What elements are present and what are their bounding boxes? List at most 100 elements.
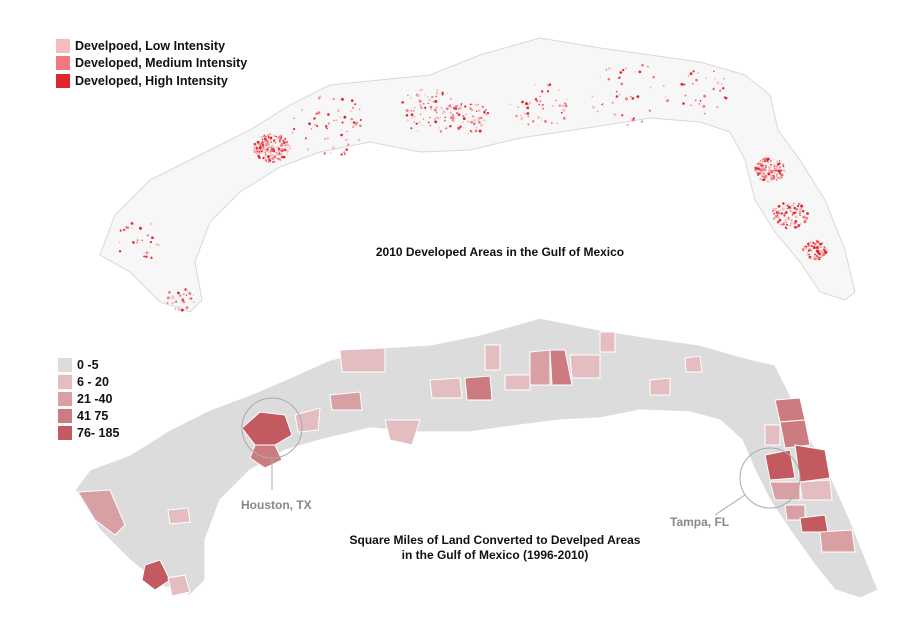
developed-area-dot — [271, 144, 274, 147]
developed-area-dot — [520, 117, 524, 120]
developed-area-dot — [301, 108, 304, 111]
developed-area-dot — [263, 144, 267, 147]
developed-area-dot — [452, 106, 455, 109]
developed-area-dot — [821, 256, 823, 258]
developed-area-dot — [762, 174, 765, 177]
developed-area-dot — [714, 78, 716, 80]
developed-area-dot — [174, 308, 177, 310]
county-fl-7 — [799, 514, 829, 533]
developed-area-dot — [773, 165, 776, 168]
developed-area-dot — [702, 104, 706, 108]
developed-area-dot — [315, 112, 318, 115]
developed-area-dot — [486, 112, 490, 115]
developed-area-dot — [258, 151, 261, 153]
developed-area-dot — [282, 139, 285, 142]
developed-area-dot — [540, 120, 542, 122]
developed-area-dot — [275, 138, 277, 140]
tampa-callout-line — [714, 494, 746, 516]
developed-area-dot — [459, 106, 462, 110]
developed-area-dot — [136, 239, 139, 242]
developed-area-dot — [800, 223, 802, 226]
developed-area-dot — [327, 122, 330, 125]
developed-area-dot — [435, 95, 437, 98]
developed-area-dot — [288, 147, 291, 150]
developed-area-dot — [413, 106, 416, 109]
developed-area-dot — [724, 96, 728, 100]
developed-area-dot — [467, 132, 470, 135]
developed-area-dot — [762, 176, 764, 178]
developed-area-dot — [788, 204, 790, 206]
developed-area-dot — [193, 301, 195, 303]
developed-area-dot — [813, 255, 817, 259]
developed-area-dot — [150, 256, 153, 259]
developed-area-dot — [803, 215, 806, 218]
county-fl-1 — [774, 397, 806, 423]
developed-area-dot — [528, 101, 532, 105]
developed-area-dot — [821, 242, 824, 244]
developed-area-dot — [480, 123, 483, 127]
developed-area-dot — [519, 119, 522, 121]
developed-area-dot — [357, 138, 361, 142]
developed-area-dot — [683, 83, 686, 86]
developed-area-dot — [723, 78, 725, 80]
developed-area-dot — [436, 89, 438, 91]
legend-label: Developed, Medium Intensity — [75, 56, 248, 71]
developed-area-dot — [763, 160, 766, 162]
developed-area-dot — [279, 149, 282, 152]
developed-area-dot — [800, 208, 803, 210]
developed-area-dot — [784, 218, 787, 222]
developed-area-dot — [401, 101, 404, 104]
developed-area-dot — [323, 152, 327, 155]
developed-area-dot — [796, 212, 798, 214]
developed-area-dot — [757, 174, 760, 177]
developed-area-dot — [807, 242, 810, 245]
tampa-callout-circle — [739, 447, 801, 509]
developed-area-dot — [806, 252, 809, 255]
developed-area-dot — [346, 144, 349, 147]
developed-area-dot — [478, 116, 481, 119]
developed-area-dot — [280, 147, 282, 150]
developed-area-dot — [339, 116, 342, 118]
developed-area-dot — [180, 308, 184, 312]
developed-area-dot — [796, 205, 800, 208]
county-ms-2 — [549, 349, 573, 386]
developed-area-dot — [515, 114, 518, 118]
developed-area-dot — [778, 172, 782, 175]
developed-area-dot — [273, 155, 275, 158]
title-line: Square Miles of Land Converted to Develp… — [349, 533, 641, 547]
county-fl-2 — [764, 424, 781, 446]
developed-area-dot — [267, 148, 269, 151]
developed-area-dot — [264, 159, 267, 162]
developed-area-dot — [449, 111, 452, 115]
developed-area-dot — [423, 103, 425, 105]
tampa-label: Tampa, FL — [670, 515, 730, 529]
developed-area-dot — [304, 137, 307, 140]
developed-area-dot — [261, 138, 264, 140]
developed-areas-legend: Develpoed, Low Intensity Developed, Medi… — [56, 37, 247, 90]
developed-area-dot — [769, 166, 772, 169]
developed-area-dot — [781, 207, 785, 211]
developed-area-dot — [772, 158, 774, 160]
developed-area-dot — [345, 148, 349, 151]
developed-area-dot — [457, 113, 461, 116]
developed-area-dot — [790, 204, 793, 207]
developed-area-dot — [761, 178, 764, 181]
developed-area-dot — [130, 222, 134, 225]
developed-area-dot — [352, 126, 354, 129]
developed-area-dot — [449, 125, 452, 128]
developed-area-dot — [562, 104, 565, 107]
county-fl-pan-2 — [684, 355, 703, 373]
developed-area-dot — [477, 118, 480, 122]
developed-area-dot — [626, 123, 630, 127]
legend-item: 76- 185 — [58, 424, 119, 441]
developed-area-dot — [652, 75, 655, 79]
legend-label: Develpoed, Low Intensity — [75, 38, 226, 53]
legend-swatch — [56, 56, 70, 71]
developed-area-dot — [533, 83, 536, 86]
developed-area-dot — [791, 214, 794, 217]
developed-area-dot — [517, 106, 519, 108]
developed-area-dot — [327, 113, 330, 116]
developed-area-dot — [770, 175, 773, 179]
developed-area-dot — [275, 145, 279, 149]
developed-area-dot — [176, 306, 179, 308]
